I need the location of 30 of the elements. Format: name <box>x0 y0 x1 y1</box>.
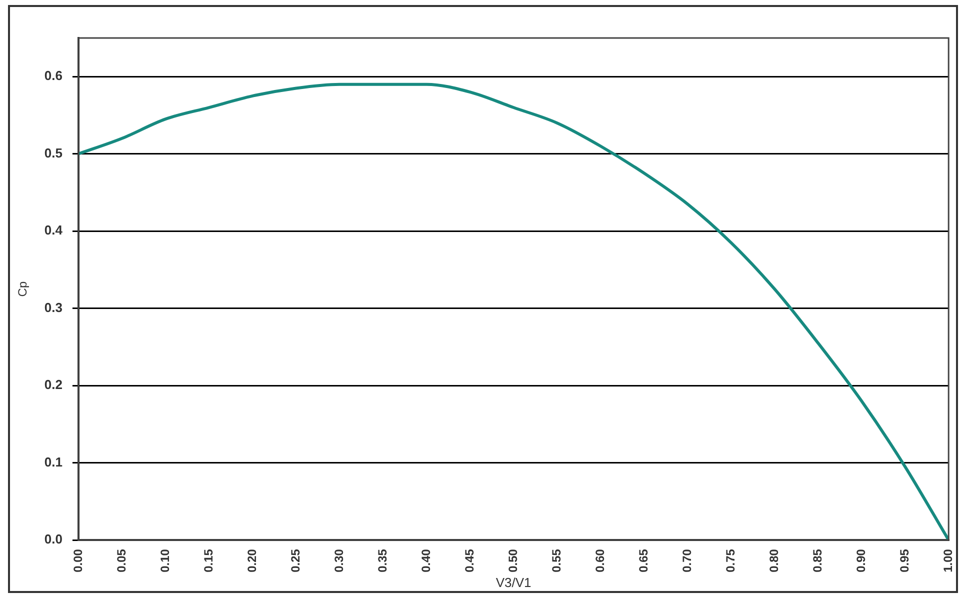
x-tick-label: 0.55 <box>549 548 564 572</box>
x-tick-label: 0.75 <box>723 548 738 572</box>
x-tick-label: 0.65 <box>636 548 650 572</box>
x-tick-label: 0.85 <box>810 548 824 572</box>
x-axis-title: V3/V1 <box>496 574 532 590</box>
y-tick-label: 0.3 <box>44 300 62 315</box>
y-tick-label: 0.6 <box>44 68 62 84</box>
x-tick-label: 0.90 <box>854 548 868 572</box>
x-tick-label: 0.80 <box>766 548 781 572</box>
x-tick-label: 0.20 <box>244 548 259 572</box>
x-tick-label: 0.30 <box>332 548 346 572</box>
x-tick-label: 0.45 <box>462 548 476 572</box>
x-tick-label: 0.50 <box>506 548 520 572</box>
y-tick-label: 0.4 <box>44 222 64 238</box>
x-tick-label: 0.15 <box>201 548 216 572</box>
x-tick-label: 0.35 <box>375 548 390 572</box>
x-tick-label: 0.10 <box>158 548 172 572</box>
x-tick-label: 0.70 <box>680 548 694 572</box>
x-tick-label: 1.00 <box>940 548 955 572</box>
x-tick-label: 0.60 <box>592 548 607 572</box>
x-tick-label: 0.95 <box>897 548 912 572</box>
x-tick-label: 0.00 <box>70 548 85 572</box>
y-tick-label: 0.2 <box>44 377 62 392</box>
y-axis-title: Cp <box>16 281 30 297</box>
x-tick-label: 0.05 <box>114 548 128 572</box>
x-tick-label: 0.40 <box>418 548 433 572</box>
y-tick-label: 0.1 <box>44 454 62 470</box>
y-tick-label: 0.0 <box>44 532 62 547</box>
x-tick-label: 0.25 <box>288 548 302 572</box>
y-tick-label: 0.5 <box>44 145 62 160</box>
